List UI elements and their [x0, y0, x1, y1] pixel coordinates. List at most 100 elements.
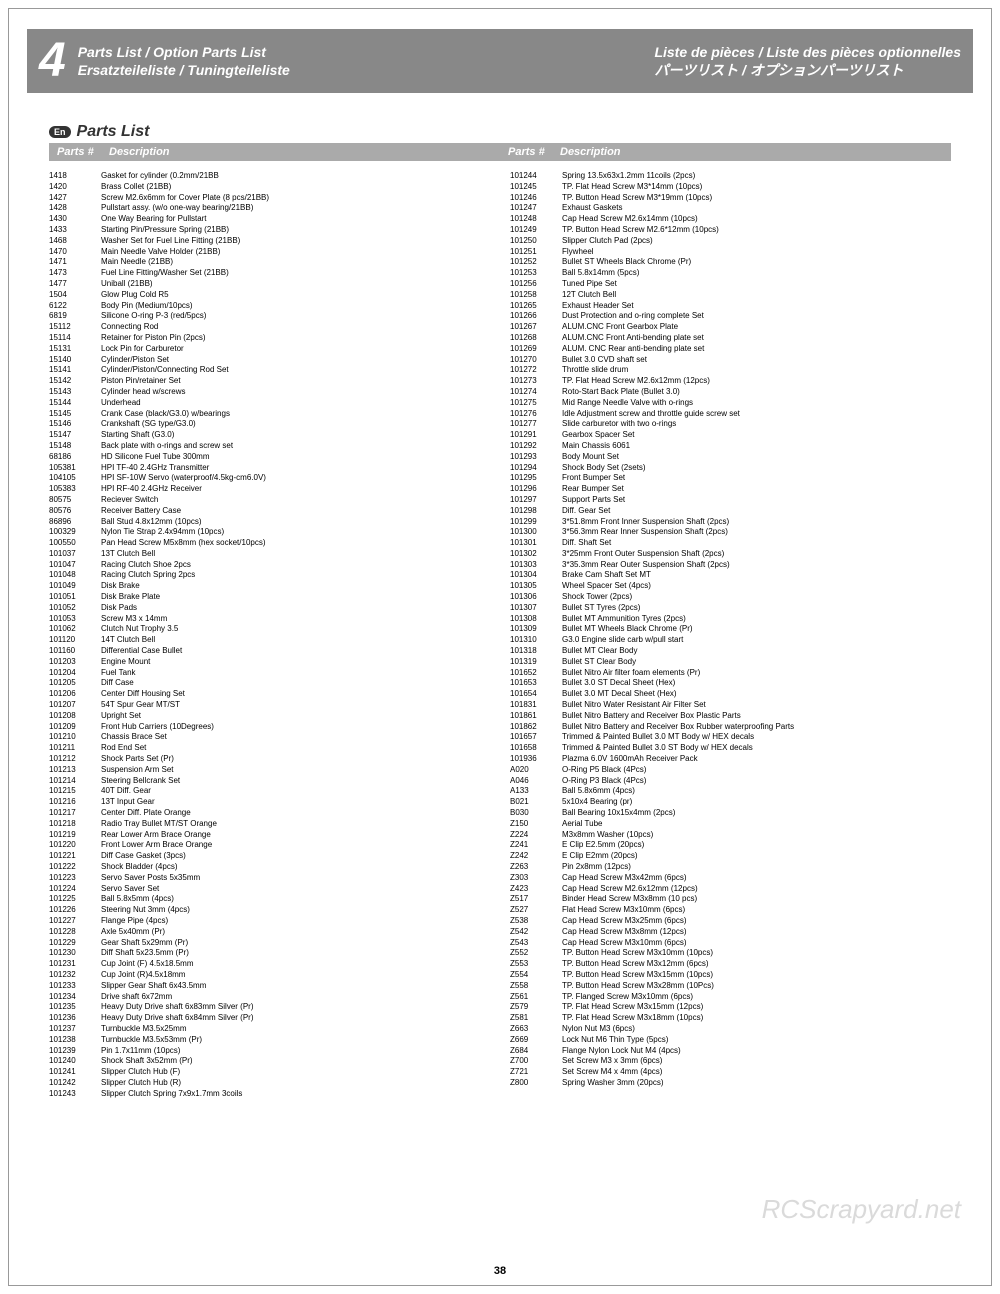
part-description: Engine Mount — [101, 657, 490, 668]
table-row: Z263Pin 2x8mm (12pcs) — [510, 862, 951, 873]
part-description: Uniball (21BB) — [101, 279, 490, 290]
part-number: 101305 — [510, 581, 562, 592]
part-number: 101221 — [49, 851, 101, 862]
table-row: 101862Bullet Nitro Battery and Receiver … — [510, 722, 951, 733]
table-row: 101220Front Lower Arm Brace Orange — [49, 840, 490, 851]
table-row: 101218Radio Tray Bullet MT/ST Orange — [49, 819, 490, 830]
part-description: Front Hub Carriers (10Degrees) — [101, 722, 490, 733]
table-row: 1473Fuel Line Fitting/Washer Set (21BB) — [49, 268, 490, 279]
part-description: Turnbuckle M3.5x53mm (Pr) — [101, 1035, 490, 1046]
table-row: 15141Cylinder/Piston/Connecting Rod Set — [49, 365, 490, 376]
table-row: 101291Gearbox Spacer Set — [510, 430, 951, 441]
table-row: Z700Set Screw M3 x 3mm (6pcs) — [510, 1056, 951, 1067]
part-description: TP. Button Head Screw M3x15mm (10pcs) — [562, 970, 951, 981]
part-description: Axle 5x40mm (Pr) — [101, 927, 490, 938]
table-row: 101230Diff Shaft 5x23.5mm (Pr) — [49, 948, 490, 959]
header-left-line1: Parts List / Option Parts List — [78, 43, 290, 61]
part-number: 101272 — [510, 365, 562, 376]
part-description: Plazma 6.0V 1600mAh Receiver Pack — [562, 754, 951, 765]
part-number: 101218 — [49, 819, 101, 830]
part-description: Steering Bellcrank Set — [101, 776, 490, 787]
table-row: 101295Front Bumper Set — [510, 473, 951, 484]
table-row: 101048Racing Clutch Spring 2pcs — [49, 570, 490, 581]
table-row: A020O-Ring P5 Black (4Pcs) — [510, 765, 951, 776]
part-number: 101240 — [49, 1056, 101, 1067]
part-number: 1427 — [49, 193, 101, 204]
table-row: 1470Main Needle Valve Holder (21BB) — [49, 247, 490, 258]
part-description: Center Diff. Plate Orange — [101, 808, 490, 819]
part-description: Ball 5.8x5mm (4pcs) — [101, 894, 490, 905]
part-number: 101319 — [510, 657, 562, 668]
part-description: 3*35.3mm Rear Outer Suspension Shaft (2p… — [562, 560, 951, 571]
table-row: 101319Bullet ST Clear Body — [510, 657, 951, 668]
part-number: 101207 — [49, 700, 101, 711]
part-number: 101242 — [49, 1078, 101, 1089]
part-description: Differential Case Bullet — [101, 646, 490, 657]
part-description: Brass Collet (21BB) — [101, 182, 490, 193]
section-title-row: En Parts List — [49, 123, 951, 141]
part-number: 101297 — [510, 495, 562, 506]
table-row: 101253Ball 5.8x14mm (5pcs) — [510, 268, 951, 279]
table-row: 101268ALUM.CNC Front Anti-bending plate … — [510, 333, 951, 344]
part-number: 101270 — [510, 355, 562, 366]
table-row: 101275Mid Range Needle Valve with o-ring… — [510, 398, 951, 409]
table-row: 101310G3.0 Engine slide carb w/pull star… — [510, 635, 951, 646]
part-number: 101206 — [49, 689, 101, 700]
part-number: 101238 — [49, 1035, 101, 1046]
part-number: 1470 — [49, 247, 101, 258]
table-row: Z554TP. Button Head Screw M3x15mm (10pcs… — [510, 970, 951, 981]
part-description: Turnbuckle M3.5x25mm — [101, 1024, 490, 1035]
part-description: Back plate with o-rings and screw set — [101, 441, 490, 452]
part-description: Shock Body Set (2sets) — [562, 463, 951, 474]
table-row: 101270Bullet 3.0 CVD shaft set — [510, 355, 951, 366]
table-row: A133Ball 5.8x6mm (4pcs) — [510, 786, 951, 797]
part-description: Flange Pipe (4pcs) — [101, 916, 490, 927]
part-description: TP. Flat Head Screw M2.6x12mm (12pcs) — [562, 376, 951, 387]
part-description: Exhaust Header Set — [562, 301, 951, 312]
part-number: 101862 — [510, 722, 562, 733]
part-number: 80575 — [49, 495, 101, 506]
part-description: Crank Case (black/G3.0) w/bearings — [101, 409, 490, 420]
table-row: Z581TP. Flat Head Screw M3x18mm (10pcs) — [510, 1013, 951, 1024]
part-number: 101049 — [49, 581, 101, 592]
table-row: 101293Body Mount Set — [510, 452, 951, 463]
part-number: 101308 — [510, 614, 562, 625]
table-row: 101203Engine Mount — [49, 657, 490, 668]
part-description: Shock Parts Set (Pr) — [101, 754, 490, 765]
part-number: 101250 — [510, 236, 562, 247]
table-row: 101241Slipper Clutch Hub (F) — [49, 1067, 490, 1078]
part-number: 101300 — [510, 527, 562, 538]
table-row: 101047Racing Clutch Shoe 2pcs — [49, 560, 490, 571]
part-number: 101269 — [510, 344, 562, 355]
part-number: 101296 — [510, 484, 562, 495]
part-number: A020 — [510, 765, 562, 776]
table-row: 1013033*35.3mm Rear Outer Suspension Sha… — [510, 560, 951, 571]
part-number: 101293 — [510, 452, 562, 463]
part-number: 101211 — [49, 743, 101, 754]
part-description: Set Screw M4 x 4mm (4pcs) — [562, 1067, 951, 1078]
part-number: B030 — [510, 808, 562, 819]
part-number: 101657 — [510, 732, 562, 743]
part-number: Z303 — [510, 873, 562, 884]
table-row: 15142Piston Pin/retainer Set — [49, 376, 490, 387]
part-description: Disk Pads — [101, 603, 490, 614]
part-description: Heavy Duty Drive shaft 6x84mm Silver (Pr… — [101, 1013, 490, 1024]
part-number: 101160 — [49, 646, 101, 657]
part-number: 15141 — [49, 365, 101, 376]
part-number: Z800 — [510, 1078, 562, 1089]
part-description: Cap Head Screw M2.6x14mm (10pcs) — [562, 214, 951, 225]
part-number: 101210 — [49, 732, 101, 743]
table-row: B0215x10x4 Bearing (pr) — [510, 797, 951, 808]
part-number: 101306 — [510, 592, 562, 603]
part-description: Nylon Nut M3 (6pcs) — [562, 1024, 951, 1035]
part-number: 80576 — [49, 506, 101, 517]
part-description: Clutch Nut Trophy 3.5 — [101, 624, 490, 635]
part-description: Pin 2x8mm (12pcs) — [562, 862, 951, 873]
part-number: 101235 — [49, 1002, 101, 1013]
table-row: 101053Screw M3 x 14mm — [49, 614, 490, 625]
watermark: RCScrapyard.net — [762, 1194, 961, 1225]
table-row: Z543Cap Head Screw M3x10mm (6pcs) — [510, 938, 951, 949]
part-description: Cap Head Screw M3x10mm (6pcs) — [562, 938, 951, 949]
part-description: Screw M3 x 14mm — [101, 614, 490, 625]
table-row: 101658Trimmed & Painted Bullet 3.0 ST Bo… — [510, 743, 951, 754]
